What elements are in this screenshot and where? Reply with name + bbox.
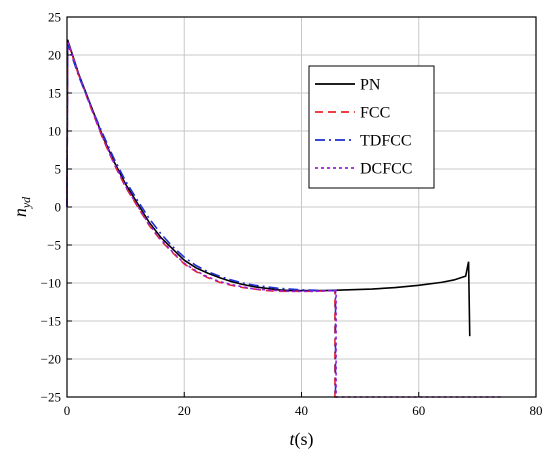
series-line-tdfcc (66, 43, 337, 398)
y-axis-label: nyd (10, 196, 33, 217)
series-line-dcfcc (66, 40, 501, 398)
y-tick-label: 0 (55, 200, 62, 215)
legend-label-pn: PN (360, 77, 381, 94)
x-tick-label: 0 (64, 403, 71, 418)
axis-ticks: 0 20 40 60 80 −25 −20 −15 −10 −5 0 5 10 15 20 25 (41, 10, 543, 419)
legend: PN FCC TDFCC DCFCC (308, 65, 435, 189)
legend-label-fcc: FCC (360, 105, 390, 122)
legend-label-tdfcc: TDFCC (360, 133, 412, 150)
y-axis-label-subscript: yd (19, 196, 33, 209)
y-tick-label: −25 (41, 390, 61, 405)
x-tick-label: 20 (178, 403, 191, 418)
y-tick-label: 5 (55, 162, 62, 177)
legend-label-dcfcc: DCFCC (360, 161, 412, 178)
y-tick-label: 15 (48, 86, 61, 101)
x-axis-label-unit: (s) (295, 429, 314, 450)
y-tick-label: −5 (47, 238, 61, 253)
x-tick-label: 80 (530, 403, 543, 418)
y-tick-label: 10 (48, 124, 61, 139)
x-tick-label: 40 (295, 403, 308, 418)
x-axis-label-italic: t (289, 429, 295, 449)
y-axis-label-main: n (10, 208, 30, 217)
series-line-fcc (66, 41, 337, 398)
x-tick-label: 60 (412, 403, 425, 418)
series-lines (66, 39, 501, 398)
y-tick-label: −10 (41, 276, 61, 291)
y-tick-label: −15 (41, 314, 61, 329)
y-tick-label: 25 (48, 10, 61, 25)
y-tick-label: 20 (48, 48, 61, 63)
x-axis-label: t(s) (289, 429, 313, 450)
y-tick-label: −20 (41, 352, 61, 367)
